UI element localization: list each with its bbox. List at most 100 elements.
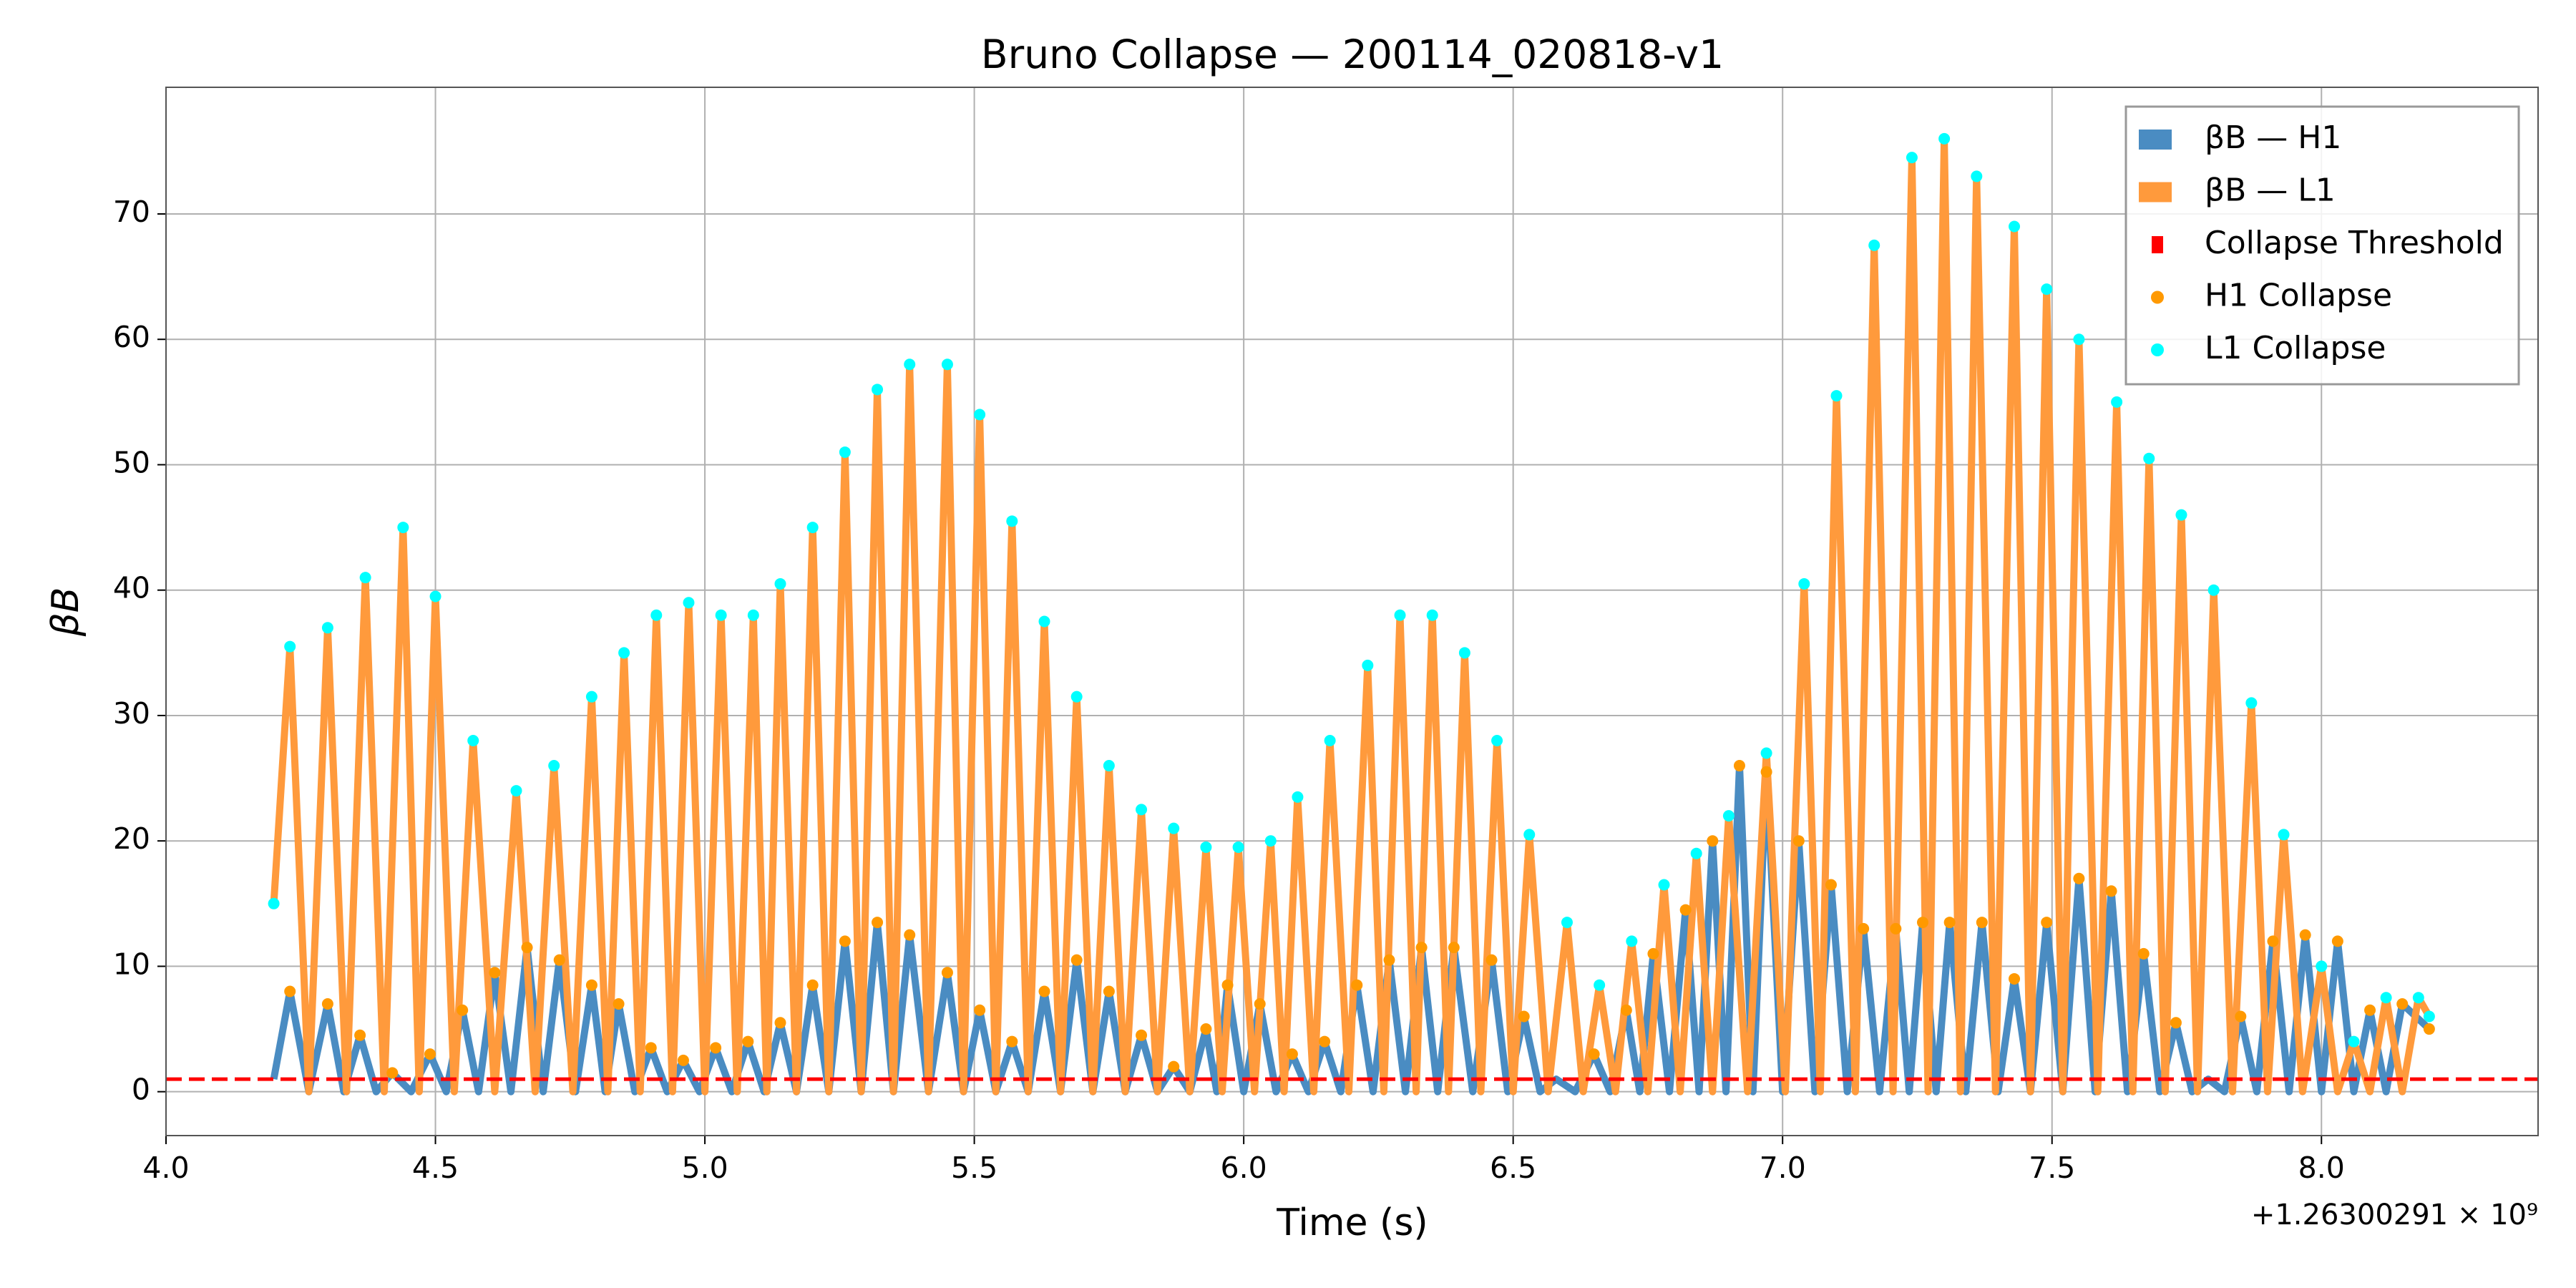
collapse-point [1561,917,1573,929]
collapse-point [2009,220,2021,233]
collapse-point [1491,734,1503,746]
collapse-point [1168,1060,1180,1073]
collapse-point [2041,283,2053,296]
collapse-point [1943,917,1956,929]
y-tick-label: 70 [113,195,150,229]
collapse-point [1254,997,1266,1010]
collapse-point [1136,804,1148,816]
collapse-point [2245,697,2258,709]
collapse-point [806,979,819,991]
collapse-point [1971,170,1983,182]
chart-title: Bruno Collapse — 200114_020818-v1 [981,31,1724,77]
collapse-point [1825,879,1837,891]
collapse-point [1733,760,1745,772]
collapse-point [1690,847,1702,859]
collapse-point [1448,942,1460,954]
collapse-point [585,979,597,991]
collapse-point [1292,791,1304,803]
collapse-point [1038,985,1050,997]
collapse-point [457,1004,469,1016]
collapse-point [2041,917,2053,929]
collapse-point [1324,734,1336,746]
collapse-point [1938,132,1951,145]
collapse-point [2267,935,2279,947]
collapse-point [321,622,333,634]
legend-box [2124,105,2520,386]
collapse-point [1006,515,1018,527]
collapse-point [1976,917,1988,929]
collapse-point [2235,1010,2247,1023]
x-tick-label: 7.5 [2029,1151,2075,1185]
collapse-point [806,522,819,534]
collapse-point [1426,609,1438,621]
collapse-point [1168,822,1180,834]
collapse-point [489,967,501,979]
collapse-point [1906,152,1918,164]
collapse-point [424,1048,436,1060]
collapse-point [1038,615,1050,628]
collapse-point [397,522,409,534]
y-axis-label: βB [44,587,87,638]
collapse-point [2073,333,2085,346]
collapse-point [974,1004,986,1016]
collapse-point [284,640,296,653]
legend-label: H1 Collapse [2205,278,2392,314]
collapse-point [1200,841,1212,853]
collapse-point [2396,997,2409,1010]
collapse-point [2299,929,2311,941]
collapse-point [1620,1004,1632,1016]
legend-label: βB — H1 [2205,119,2341,156]
collapse-point [1792,835,1805,847]
collapse-point [386,1067,399,1079]
x-axis-label: Time (s) [1276,1201,1428,1244]
collapse-point [774,577,786,590]
collapse-point [2111,396,2123,408]
x-tick-label: 6.0 [1221,1151,1267,1185]
collapse-point [1103,985,1115,997]
collapse-point [1136,1029,1148,1041]
collapse-point [2331,935,2343,947]
collapse-point [650,609,663,621]
collapse-point [1518,1010,1530,1023]
legend-label: βB — L1 [2205,172,2336,209]
collapse-point [1458,647,1470,659]
collapse-point [1070,954,1083,966]
y-tick-label: 20 [113,821,150,856]
collapse-point [1760,747,1772,759]
collapse-point [715,609,727,621]
collapse-point [2364,1004,2376,1016]
collapse-point [2278,829,2290,841]
collapse-point [1658,879,1670,891]
collapse-point [2423,1010,2435,1023]
y-tick-label: 30 [113,696,150,731]
collapse-point [1485,954,1498,966]
x-offset-label: +1.26300291 × 10⁹ [2251,1199,2538,1231]
collapse-point [2423,1023,2435,1035]
collapse-point [904,358,916,371]
collapse-point [2207,584,2220,596]
collapse-point [1351,979,1363,991]
collapse-point [2348,1035,2360,1048]
collapse-point [645,1042,657,1054]
collapse-point [510,785,522,797]
collapse-point [839,935,851,947]
collapse-point [1286,1048,1298,1060]
collapse-point [1858,922,1870,935]
collapse-point [839,446,851,458]
legend-label: L1 Collapse [2205,330,2386,366]
collapse-point [1415,942,1428,954]
collapse-point [354,1029,366,1041]
collapse-point [1868,239,1880,251]
legend: βB — H1 βB — L1 Collapse Threshold H1 Colla… [2124,105,2520,386]
collapse-point [872,384,884,396]
collapse-point [613,997,625,1010]
collapse-point [1394,609,1406,621]
collapse-point [1362,659,1374,671]
collapse-point [2175,509,2187,521]
collapse-point [618,647,630,659]
x-tick-label: 5.0 [681,1151,728,1185]
collapse-point [467,734,479,746]
collapse-point [2143,452,2155,464]
legend-swatch [2139,182,2172,203]
collapse-point [1200,1023,1212,1035]
